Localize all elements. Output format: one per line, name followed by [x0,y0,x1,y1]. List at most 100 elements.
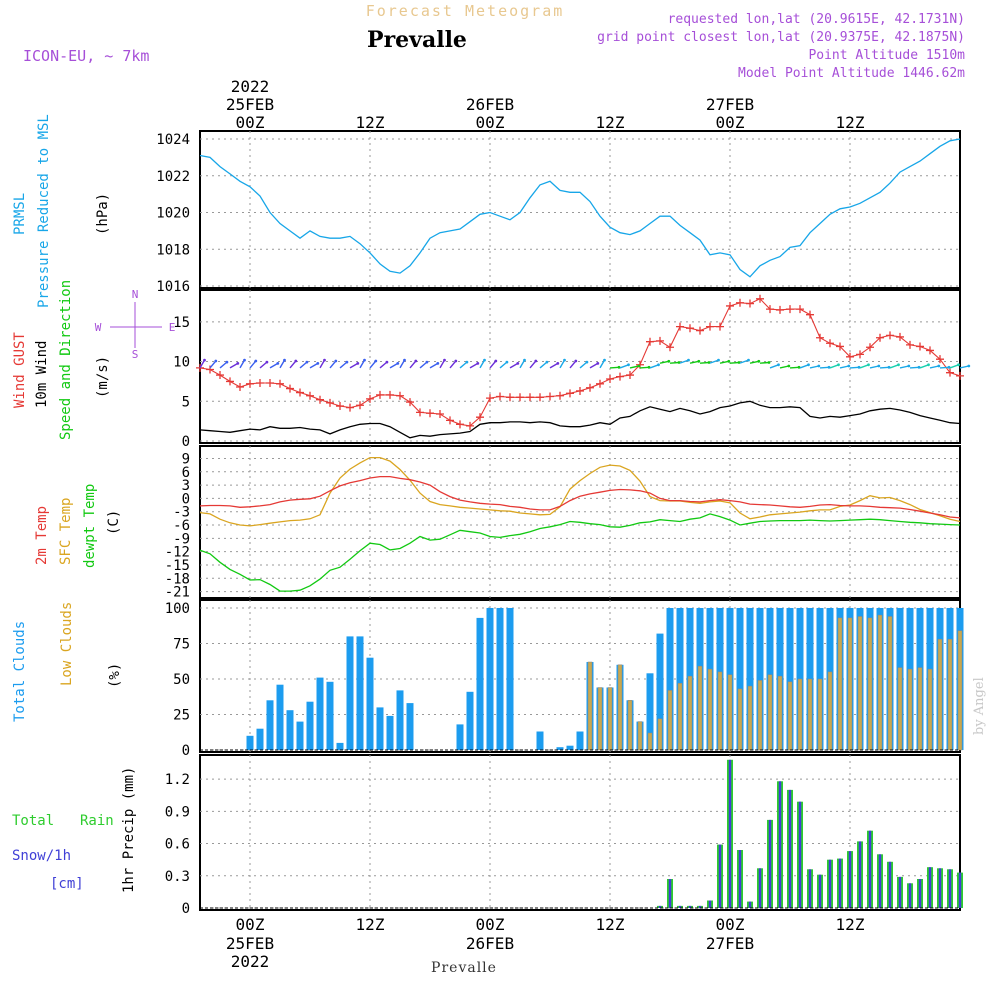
gust-marker [876,333,884,342]
wind-arrowhead-icon [574,359,578,363]
pressure-unit: (hPa) [95,193,111,235]
wind-arrow-icon [919,364,929,369]
low-cloud-bar [917,667,923,751]
low-cloud-bar [717,671,723,751]
wind-arrowhead-icon [385,360,389,364]
low-cloud-bar [777,675,783,751]
snow-bar [858,841,862,908]
wind-arrowhead-icon [203,358,206,362]
wind-arrow-icon [909,366,920,369]
total-cloud-bar [336,742,344,750]
wind-dir-label: Speed and Direction [58,280,74,440]
wind-arrowhead-icon [697,359,701,363]
wind-arrowhead-icon [927,363,930,367]
wind-arrow-icon [879,366,890,369]
dewpt-label: dewpt Temp [82,484,98,568]
gust-marker [236,382,244,391]
gust-marker [746,299,754,308]
title-small: Forecast Meteogram [366,2,565,20]
wind-arrowhead-icon [627,363,630,367]
snow-bar [788,789,792,908]
wind-arrowhead-icon [305,360,309,364]
wind-arrowhead-icon [817,364,821,368]
bottom-hour-label: 12Z [836,915,865,934]
snow-bar [668,879,672,908]
total-cloud-bar [466,691,474,750]
ytick-label-precip: 0.6 [165,837,190,853]
snow-bar [898,876,902,908]
total-cloud-bar [316,677,324,750]
gust-label: Wind GUST [12,332,28,408]
wind-arrowhead-icon [847,364,851,368]
low-cloud-bar [667,690,673,751]
total-cloud-bar [746,608,754,750]
ytick-label-pressure: 1020 [156,206,190,222]
gust-marker [506,393,514,402]
gust-marker [496,392,504,401]
ytick-label-clouds: 25 [173,708,190,724]
wind-arrow-icon [849,366,860,369]
wind-arrowhead-icon [534,359,538,363]
low-cloud-bar [797,678,803,751]
wind-arrow-icon [419,361,428,369]
ytick-label-pressure: 1016 [156,279,190,295]
top-year-label: 2022 [231,77,270,96]
total-cloud-bar [656,633,664,750]
wind-arrowhead-icon [617,365,621,369]
wind-arrowhead-icon [937,364,941,368]
total-cloud-bar [366,657,374,750]
gust-marker [216,371,224,380]
gust-marker [686,324,694,333]
bottom-hour-label: 00Z [476,915,505,934]
wind-arrow-icon [479,359,486,369]
wind-arrow-icon [659,360,669,364]
gust-marker [226,377,234,386]
gust-marker [516,393,524,402]
wind-arrowhead-icon [523,358,526,362]
gust-marker [926,346,934,355]
wind-arrow-icon [269,362,279,369]
gust-marker [866,343,874,352]
wind-arrow-icon [939,366,950,369]
ytick-label-precip: 0.9 [165,804,190,820]
wind-arrow-icon [299,361,308,369]
wind-arrowhead-icon [454,359,458,363]
wind-arrow-icon [439,359,446,369]
low-cloud-bar [787,681,793,751]
t2m-label: 2m Temp [34,506,50,565]
wind-arrow-icon [709,359,719,364]
wind-arrowhead-icon [657,363,660,367]
wind-arrow-icon [689,360,699,364]
top-date-label: 26FEB [466,95,514,114]
wind-arrow-icon [239,359,246,369]
ytick-label-precip: 1.2 [165,772,190,788]
wind-arrow-icon [589,362,599,369]
snow-bar [818,874,822,908]
snow-label: Snow/1h [12,848,71,864]
wind-arrow-icon [649,364,659,369]
wind-arrowhead-icon [356,362,360,365]
snow-bar [878,854,882,908]
ytick-label-clouds: 0 [182,743,190,759]
gust-marker [536,393,544,402]
footer-location: Prevalle [431,960,497,976]
total-cloud-bar [376,707,384,750]
gust-marker [956,371,964,380]
gust-marker [776,305,784,314]
snow-bar [718,844,722,908]
gust-marker [256,379,264,388]
ytick-label-pressure: 1024 [156,132,190,148]
snow-bar [778,781,782,908]
wind-arrow-icon [409,360,417,369]
panel-clouds: 0 25 50 75 100 [165,599,964,759]
cloud-labels: Total Clouds Low Clouds (%) [12,602,123,722]
total-cloud-bar [506,608,514,750]
low-cloud-bar [737,688,743,751]
gust-marker [886,331,894,340]
total-cloud-bar [406,703,414,750]
gust-marker [356,401,364,410]
low-cloud-bar [937,638,943,751]
